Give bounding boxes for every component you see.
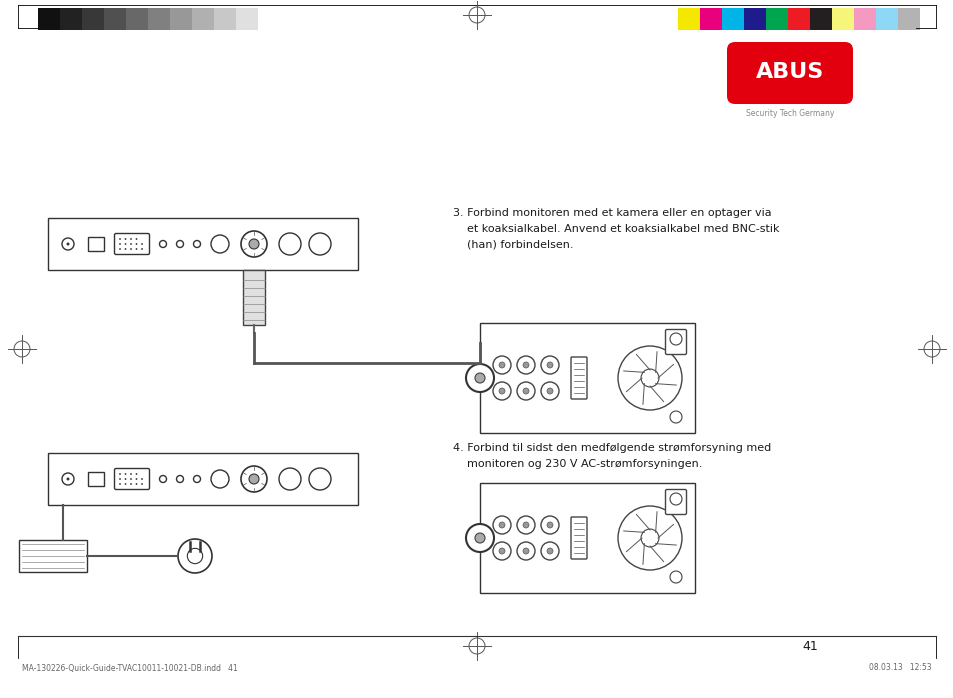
Circle shape [135,473,137,475]
Text: 08.03.13   12:53: 08.03.13 12:53 [868,664,931,672]
Circle shape [130,243,132,245]
Bar [897,8,919,30]
Bar [82,8,104,30]
Circle shape [141,478,143,480]
Circle shape [546,362,553,368]
Circle shape [475,533,484,543]
Bar [148,8,170,30]
Circle shape [141,243,143,245]
Circle shape [119,478,121,480]
Bar [678,8,700,30]
Circle shape [125,483,126,485]
Circle shape [125,238,126,240]
Circle shape [498,548,504,554]
Circle shape [465,524,494,552]
FancyBboxPatch shape [114,468,150,489]
FancyBboxPatch shape [665,329,686,355]
Circle shape [498,362,504,368]
Circle shape [522,388,529,394]
Circle shape [130,478,132,480]
Bar [38,8,60,30]
FancyBboxPatch shape [724,40,854,106]
FancyBboxPatch shape [665,489,686,514]
Circle shape [67,477,70,480]
Circle shape [119,243,121,245]
Circle shape [125,243,126,245]
Circle shape [475,373,484,383]
Bar [19,540,87,572]
Circle shape [119,473,121,475]
Bar [700,8,721,30]
Circle shape [67,242,70,246]
Circle shape [119,248,121,250]
Bar [721,8,743,30]
Circle shape [141,248,143,250]
Bar [104,8,126,30]
Text: (han) forbindelsen.: (han) forbindelsen. [453,240,573,250]
Text: et koaksialkabel. Anvend et koaksialkabel med BNC-stik: et koaksialkabel. Anvend et koaksialkabe… [453,224,779,234]
Circle shape [141,483,143,485]
Bar [60,8,82,30]
Text: Security Tech Germany: Security Tech Germany [745,108,833,117]
Circle shape [125,473,126,475]
Polygon shape [88,237,104,251]
Circle shape [125,248,126,250]
Bar [875,8,897,30]
Bar [235,8,257,30]
Circle shape [135,483,137,485]
Circle shape [125,478,126,480]
Text: 4. Forbind til sidst den medfølgende strømforsyning med: 4. Forbind til sidst den medfølgende str… [453,443,770,453]
Circle shape [465,364,494,392]
Bar [479,483,695,593]
FancyBboxPatch shape [114,234,150,255]
Circle shape [130,483,132,485]
Circle shape [135,478,137,480]
Circle shape [119,483,121,485]
Bar [853,8,875,30]
Text: 41: 41 [801,639,817,653]
Circle shape [498,388,504,394]
Bar [743,8,765,30]
Text: MA-130226-Quick-Guide-TVAC10011-10021-DB.indd   41: MA-130226-Quick-Guide-TVAC10011-10021-DB… [22,664,237,672]
Circle shape [119,238,121,240]
Circle shape [135,243,137,245]
Text: monitoren og 230 V AC-strømforsyningen.: monitoren og 230 V AC-strømforsyningen. [453,459,701,469]
Bar [213,8,235,30]
Circle shape [130,473,132,475]
Circle shape [135,248,137,250]
Bar [787,8,809,30]
Circle shape [546,388,553,394]
Bar [48,218,357,270]
Bar [170,8,192,30]
Bar [765,8,787,30]
Circle shape [130,248,132,250]
Bar [479,323,695,433]
FancyBboxPatch shape [571,357,586,399]
Circle shape [546,548,553,554]
Circle shape [249,239,258,249]
Circle shape [546,522,553,528]
Text: 3. Forbind monitoren med et kamera eller en optager via: 3. Forbind monitoren med et kamera eller… [453,208,771,218]
Bar [48,453,357,505]
Circle shape [522,522,529,528]
Circle shape [135,238,137,240]
Circle shape [249,474,258,484]
FancyBboxPatch shape [726,42,852,104]
Circle shape [522,548,529,554]
Circle shape [130,238,132,240]
Bar [809,8,831,30]
FancyBboxPatch shape [571,517,586,559]
Circle shape [522,362,529,368]
Bar [831,8,853,30]
Polygon shape [88,472,104,486]
Bar [126,8,148,30]
Circle shape [498,522,504,528]
Bar [192,8,213,30]
Text: ABUS: ABUS [755,62,823,82]
Bar [243,270,265,325]
Circle shape [178,539,212,573]
